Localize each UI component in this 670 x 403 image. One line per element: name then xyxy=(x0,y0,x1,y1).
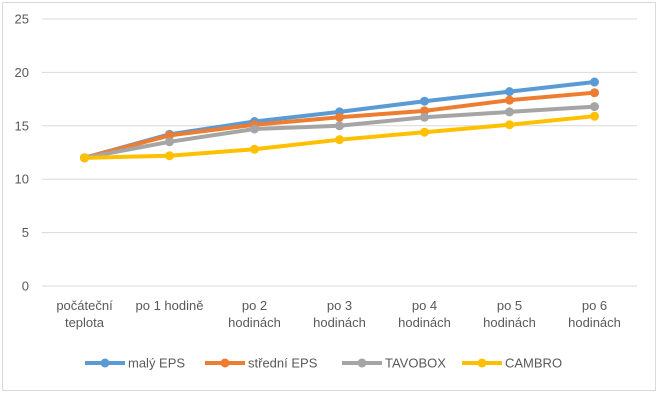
y-tick-label: 25 xyxy=(15,12,29,27)
legend-item: střední EPS xyxy=(205,356,318,371)
data-point xyxy=(590,111,599,121)
series xyxy=(80,77,599,163)
x-tick-label: po 4 hodinách xyxy=(398,298,451,330)
data-point xyxy=(165,151,174,161)
y-tick-label: 15 xyxy=(15,118,29,133)
data-point xyxy=(420,96,429,106)
legend-label: TAVOBOX xyxy=(385,356,446,371)
x-tick-label: po 1 hodině xyxy=(136,298,204,313)
data-point xyxy=(590,77,599,87)
legend-swatch-marker xyxy=(100,358,110,368)
legend-label: CAMBRO xyxy=(505,356,562,371)
data-point xyxy=(250,124,259,134)
y-axis-ticks: 0 5 10 15 20 25 xyxy=(15,12,29,294)
data-point xyxy=(80,153,89,163)
data-point xyxy=(505,107,514,117)
legend-item: CAMBRO xyxy=(462,356,562,371)
legend-swatch-marker xyxy=(357,358,367,368)
data-point xyxy=(505,87,514,97)
data-point xyxy=(250,144,259,154)
data-point xyxy=(590,102,599,112)
legend-item: TAVOBOX xyxy=(342,356,446,371)
x-tick-label: po 3 hodinách xyxy=(313,298,366,330)
x-tick-label: po 5 hodinách xyxy=(483,298,536,330)
data-point xyxy=(590,88,599,98)
data-point xyxy=(335,121,344,131)
legend-label: střední EPS xyxy=(248,356,318,371)
legend-label: malý EPS xyxy=(128,356,185,371)
chart-frame xyxy=(2,2,656,391)
y-tick-label: 20 xyxy=(15,65,29,80)
data-point xyxy=(165,130,174,140)
x-tick-label: po 6 hodinách xyxy=(568,298,621,330)
y-tick-label: 5 xyxy=(22,225,29,240)
gridlines xyxy=(42,18,637,287)
series-4 xyxy=(80,111,599,163)
legend-swatch-marker xyxy=(477,358,487,368)
data-point xyxy=(165,137,174,147)
x-tick-label: po 2 hodinách xyxy=(228,298,281,330)
data-point xyxy=(505,120,514,130)
data-point xyxy=(335,135,344,145)
data-point xyxy=(420,106,429,116)
y-tick-label: 10 xyxy=(15,172,29,187)
y-tick-label: 0 xyxy=(22,279,29,294)
legend-swatch-marker xyxy=(220,358,230,368)
data-point xyxy=(420,127,429,137)
data-point xyxy=(335,112,344,122)
x-axis-ticks: počáteční teplota po 1 hodině po 2 hodinách p… xyxy=(56,298,621,330)
legend-item: malý EPS xyxy=(85,356,185,371)
data-point xyxy=(505,95,514,105)
legend: malý EPS střední EPS TAVOBOX CAMBRO xyxy=(85,356,562,371)
data-point xyxy=(420,112,429,122)
x-tick-label: počáteční teplota xyxy=(56,298,113,330)
